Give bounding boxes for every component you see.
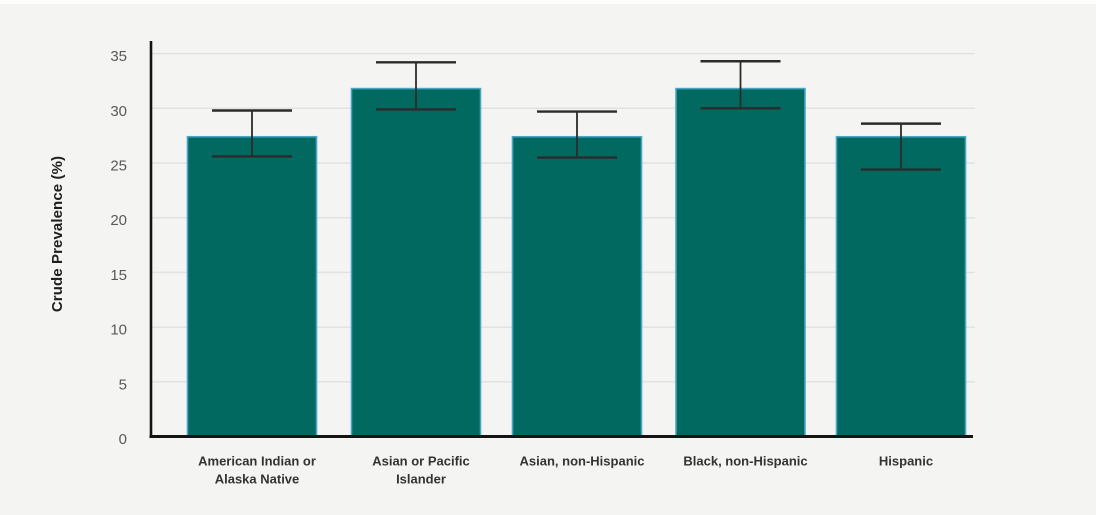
y-tick-label-25: 25 [110,157,127,174]
x-axis-label-asian-non-hispanic: Asian, non-Hispanic [520,454,645,469]
x-axis-label-asian-or-pacific-islander: Islander [396,472,446,487]
x-axis-label-american-indian-or-alaska-native: American Indian or [198,454,316,469]
y-tick-label-35: 35 [110,48,127,65]
y-tick-label-10: 10 [110,322,127,339]
bar-hispanic[interactable] [835,135,967,438]
y-tick-label-15: 15 [110,267,127,284]
x-axis-label-american-indian-or-alaska-native: Alaska Native [215,472,300,487]
x-axis-label-asian-or-pacific-islander: Asian or Pacific [372,454,470,469]
y-tick-label-5: 5 [119,376,127,393]
x-axis-label-hispanic: Hispanic [879,454,933,469]
bar-asian-non-hispanic[interactable] [511,135,643,438]
y-tick-label-20: 20 [110,212,127,229]
x-axis-label-black-non-hispanic: Black, non-Hispanic [683,454,807,469]
y-axis-title: Crude Prevalence (%) [49,155,66,313]
bar-asian-or-pacific-islander[interactable] [350,87,482,438]
bar-american-indian-or-alaska-native[interactable] [186,135,318,438]
y-tick-label-30: 30 [110,103,127,120]
page-top-strip [0,0,1096,4]
y-tick-label-0: 0 [119,431,127,448]
bar-black-non-hispanic[interactable] [675,87,806,438]
